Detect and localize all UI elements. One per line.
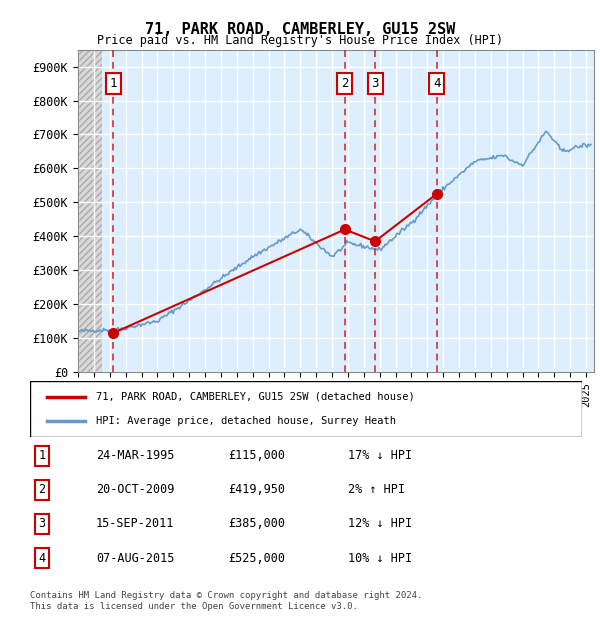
Text: 4: 4 [433, 77, 440, 90]
Text: 24-MAR-1995: 24-MAR-1995 [96, 450, 175, 462]
Text: 1: 1 [38, 450, 46, 462]
Text: 07-AUG-2015: 07-AUG-2015 [96, 552, 175, 564]
Text: 10% ↓ HPI: 10% ↓ HPI [348, 552, 412, 564]
Text: 71, PARK ROAD, CAMBERLEY, GU15 2SW (detached house): 71, PARK ROAD, CAMBERLEY, GU15 2SW (deta… [96, 392, 415, 402]
Text: Contains HM Land Registry data © Crown copyright and database right 2024.
This d: Contains HM Land Registry data © Crown c… [30, 591, 422, 611]
Text: 1: 1 [110, 77, 117, 90]
Text: HPI: Average price, detached house, Surrey Heath: HPI: Average price, detached house, Surr… [96, 417, 396, 427]
Text: 2% ↑ HPI: 2% ↑ HPI [348, 484, 405, 496]
Text: 4: 4 [38, 552, 46, 564]
Text: 3: 3 [38, 518, 46, 530]
Text: 17% ↓ HPI: 17% ↓ HPI [348, 450, 412, 462]
Text: £419,950: £419,950 [228, 484, 285, 496]
Text: 71, PARK ROAD, CAMBERLEY, GU15 2SW: 71, PARK ROAD, CAMBERLEY, GU15 2SW [145, 22, 455, 37]
Text: £115,000: £115,000 [228, 450, 285, 462]
Text: £385,000: £385,000 [228, 518, 285, 530]
Text: 3: 3 [371, 77, 379, 90]
Text: 20-OCT-2009: 20-OCT-2009 [96, 484, 175, 496]
Text: Price paid vs. HM Land Registry's House Price Index (HPI): Price paid vs. HM Land Registry's House … [97, 34, 503, 47]
Text: 2: 2 [341, 77, 349, 90]
Text: 2: 2 [38, 484, 46, 496]
FancyBboxPatch shape [30, 381, 582, 437]
Text: £525,000: £525,000 [228, 552, 285, 564]
Bar [78, 50, 102, 372]
Text: 12% ↓ HPI: 12% ↓ HPI [348, 518, 412, 530]
Text: 15-SEP-2011: 15-SEP-2011 [96, 518, 175, 530]
